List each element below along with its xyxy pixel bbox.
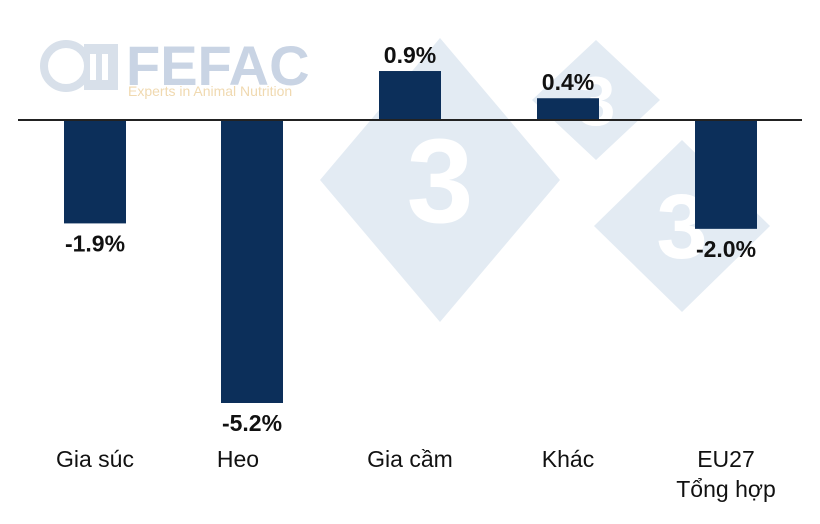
bar: [695, 120, 757, 229]
bar: [379, 71, 441, 120]
fefac-logo: FEFAC Experts in Animal Nutrition: [40, 34, 310, 99]
category-label: EU27: [697, 446, 755, 472]
category-labels: Gia súc Heo Gia cầm Khác EU27 Tổng hợp: [56, 446, 776, 502]
category-label: Tổng hợp: [676, 476, 775, 502]
logo-tagline: Experts in Animal Nutrition: [128, 83, 292, 99]
bars: [64, 71, 757, 403]
bar: [221, 120, 283, 403]
watermark-glyph: 3: [407, 114, 474, 248]
gear-icon: [40, 40, 118, 92]
bar: [64, 120, 126, 224]
category-label: Heo: [217, 446, 259, 472]
value-label: -2.0%: [696, 236, 756, 262]
logo-name: FEFAC: [126, 34, 310, 97]
value-label: -5.2%: [222, 410, 282, 436]
bar: [537, 98, 599, 120]
category-label: Khác: [542, 446, 594, 472]
value-label: 0.9%: [384, 42, 436, 68]
category-label: Gia cầm: [367, 446, 453, 472]
value-label: -1.9%: [65, 230, 125, 256]
value-label: 0.4%: [542, 69, 594, 95]
data-labels: -1.9% -5.2% 0.9% 0.4% -2.0%: [65, 42, 756, 436]
category-label: Gia súc: [56, 446, 134, 472]
